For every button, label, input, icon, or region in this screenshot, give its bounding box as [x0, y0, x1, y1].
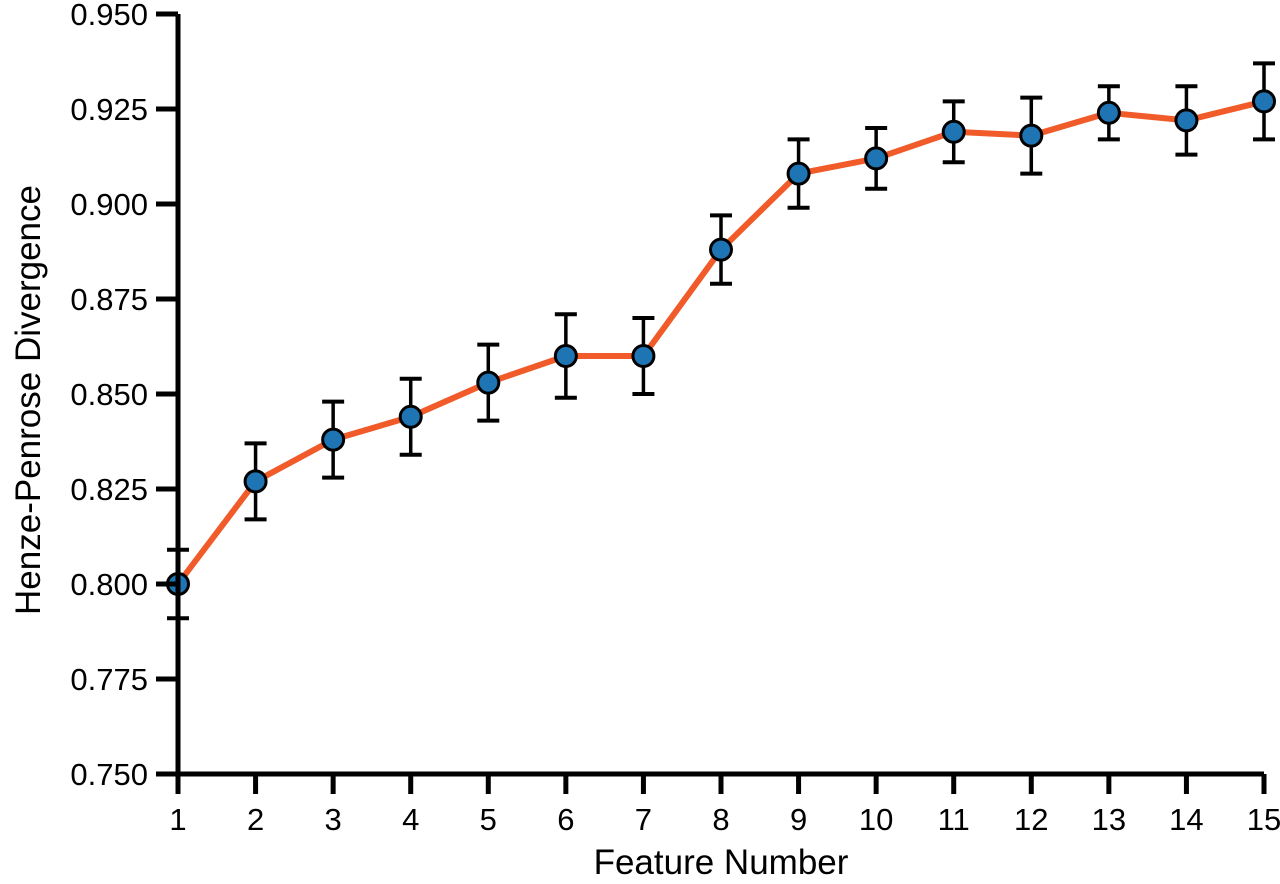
data-point-marker [786, 161, 811, 186]
x-tick-label: 9 [790, 802, 807, 837]
x-axis-ticks: 1 2 3 4 5 6 7 8 9 10 11 12 13 14 15 [169, 774, 1280, 837]
x-tick-label: 5 [480, 802, 497, 837]
x-axis-title: Feature Number [594, 843, 849, 882]
error-bars [167, 61, 1275, 621]
data-point-marker [476, 370, 501, 395]
data-point-marker [1019, 123, 1044, 148]
y-axis-title: Henze-Penrose Divergence [9, 185, 48, 615]
y-tick-label: 0.925 [70, 92, 148, 127]
data-point-marker [631, 344, 656, 368]
y-tick-label: 0.775 [70, 662, 148, 697]
y-axis-ticks: 0.750 0.775 0.800 0.825 0.850 0.875 0.900 0.925… [70, 0, 178, 792]
data-point-marker [864, 146, 889, 171]
x-tick-label: 2 [247, 802, 264, 837]
data-point-marker [709, 237, 733, 262]
x-tick-label: 4 [402, 802, 419, 837]
x-tick-label: 13 [1092, 802, 1126, 837]
data-point-marker [321, 427, 346, 452]
x-tick-label: 14 [1169, 802, 1203, 837]
axes [175, 14, 1264, 777]
y-tick-label: 0.800 [70, 567, 148, 602]
y-tick-label: 0.900 [70, 187, 148, 222]
data-point-marker [243, 469, 268, 494]
x-tick-label: 12 [1014, 802, 1048, 837]
series-polyline [175, 98, 1267, 587]
data-point-marker [1174, 108, 1199, 133]
data-point-marker [553, 344, 578, 368]
x-tick-label: 15 [1247, 802, 1280, 837]
y-tick-label: 0.875 [70, 282, 148, 317]
x-tick-label: 11 [938, 802, 970, 837]
data-point-marker [1252, 89, 1276, 114]
y-tick-label: 0.750 [70, 757, 148, 792]
data-point-markers [166, 89, 1276, 596]
x-tick-label: 7 [635, 802, 652, 837]
x-tick-label: 10 [859, 802, 893, 837]
y-tick-label: 0.950 [70, 0, 148, 32]
data-point-marker [1096, 100, 1121, 125]
x-tick-label: 8 [712, 802, 729, 837]
x-tick-label: 1 [169, 802, 186, 837]
y-tick-label: 0.825 [70, 472, 148, 507]
x-tick-label: 3 [325, 802, 342, 837]
data-point-marker [941, 119, 966, 144]
data-point-marker [398, 404, 423, 429]
y-tick-label: 0.850 [70, 377, 148, 412]
x-tick-label: 6 [557, 802, 574, 837]
series-line [175, 98, 1267, 587]
